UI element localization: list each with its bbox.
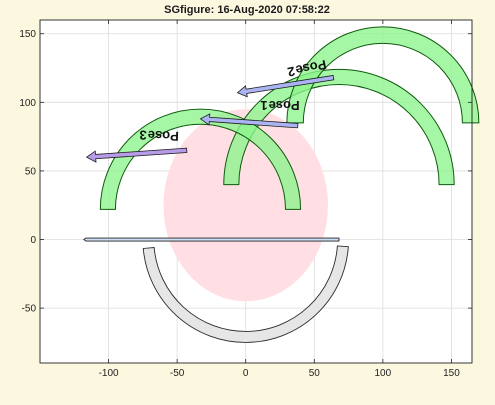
y-tick-label: 0 — [30, 235, 36, 246]
pose-label-text: Pose — [147, 128, 179, 144]
y-tick-label: 50 — [25, 166, 37, 177]
arrow-pose-2 — [236, 74, 335, 98]
x-tick-label: 50 — [309, 368, 321, 379]
pose-label-3: Pose3 — [139, 127, 179, 143]
x-tick-label: -50 — [170, 368, 185, 379]
plot-frame — [39, 19, 473, 364]
x-tick-label: 150 — [443, 368, 460, 379]
pose-label-text: Pose — [269, 98, 300, 113]
axis-ticks: -100 -50 0 50 100 150 -50 0 50 100 150 — [19, 20, 472, 379]
link-arm — [83, 237, 340, 242]
pink-disk — [163, 109, 328, 302]
pose-label-text: Pose — [294, 57, 328, 78]
pose-label-digit: 2 — [286, 64, 296, 80]
base-arc — [142, 245, 349, 343]
y-tick-label: 150 — [19, 29, 36, 40]
pose-label-1: Pose1 — [260, 98, 299, 113]
x-tick-label: -100 — [99, 368, 119, 379]
figure-title: SGfigure: 16-Aug-2020 07:58:22 — [164, 4, 330, 16]
pose-label-digit: 1 — [260, 98, 267, 113]
y-tick-label: 100 — [19, 98, 36, 109]
arc-pose-1 — [223, 68, 455, 186]
x-tick-label: 100 — [375, 368, 392, 379]
pose-label-digit: 3 — [139, 127, 147, 142]
x-tick-label: 0 — [243, 368, 249, 379]
arrow-pose-1 — [199, 113, 299, 129]
arrow-pose-3 — [85, 147, 188, 163]
pose-label-2: Pose2 — [286, 57, 328, 80]
y-tick-label: -50 — [22, 304, 37, 315]
